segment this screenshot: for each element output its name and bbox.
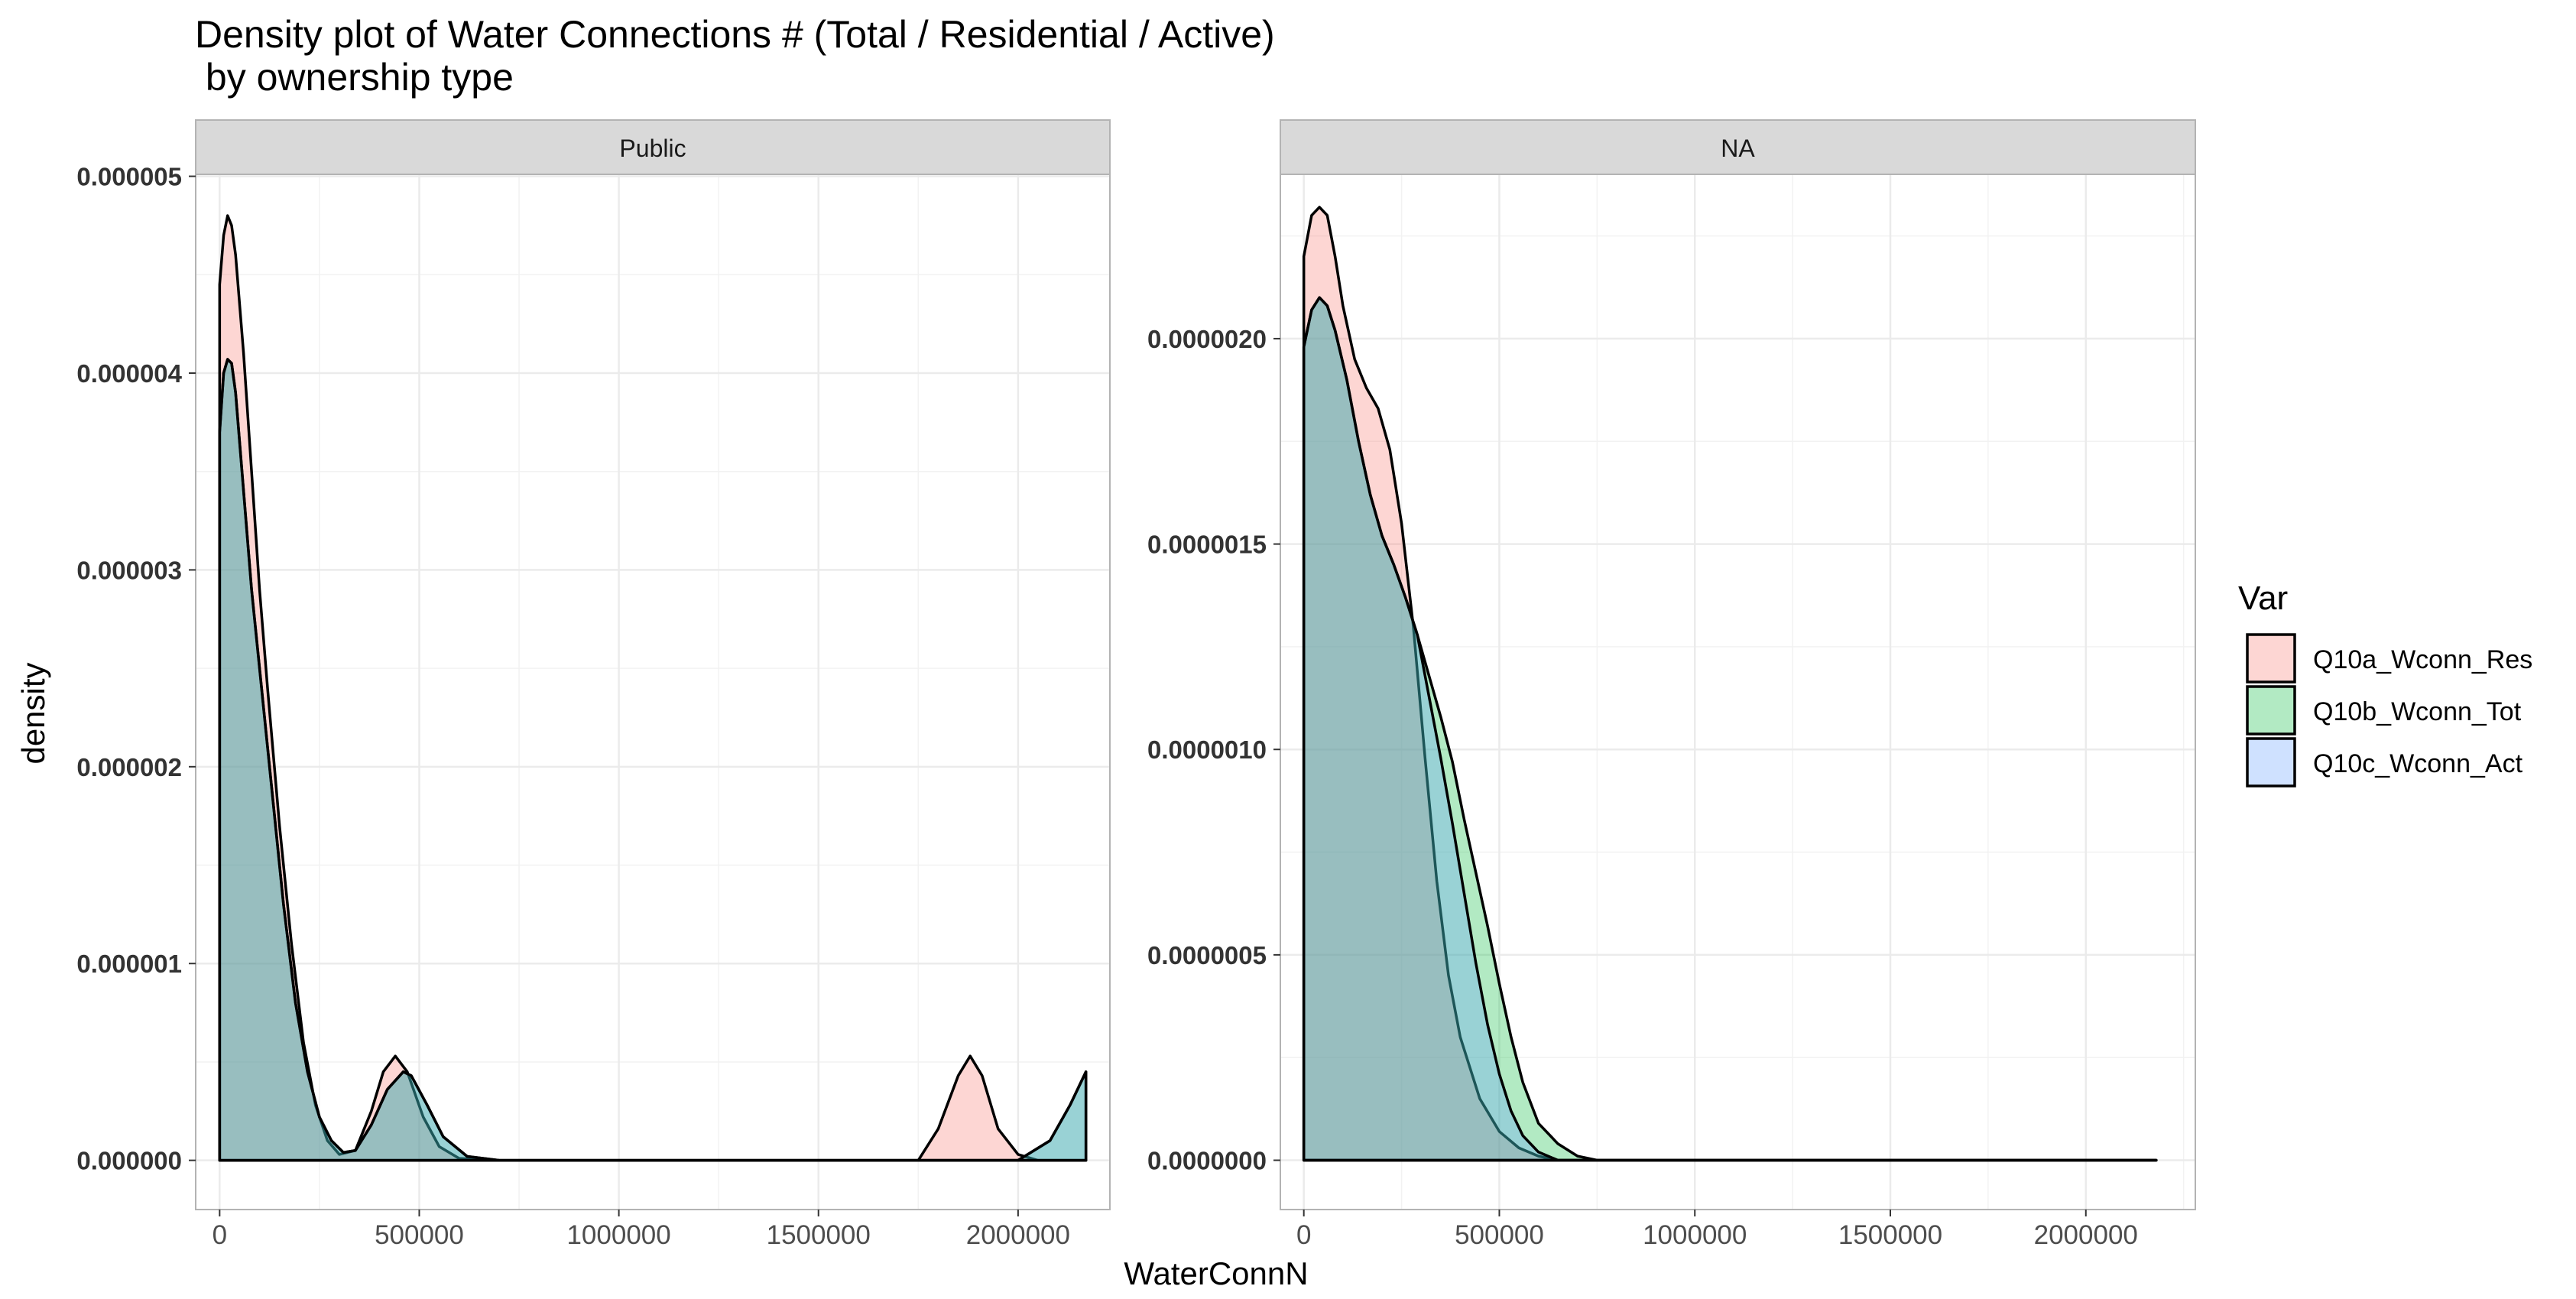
legend-label-q10b-wconn-tot: Q10b_Wconn_Tot: [2313, 697, 2522, 726]
facet-strip-label-na: NA: [1721, 135, 1755, 162]
y-tick-label: 0.000003: [76, 556, 182, 584]
legend-key-q10b-wconn-tot: [2246, 685, 2296, 736]
legend-key-q10a-wconn-res: [2246, 633, 2296, 684]
y-tick-label: 0.0000015: [1147, 531, 1267, 559]
x-tick-label: 2000000: [966, 1220, 1070, 1250]
y-axis-title: density: [15, 662, 51, 764]
density-area-q10c-wconn-act-na: [1302, 296, 2158, 1162]
x-tick-label: 1000000: [566, 1220, 670, 1250]
x-tick-label: 1500000: [1838, 1220, 1942, 1250]
y-tick-label: 0.0000020: [1147, 325, 1267, 353]
density-area-q10c-wconn-act-public: [218, 358, 1088, 1162]
panel-border-public: [195, 174, 1111, 1210]
x-tick-label: 2000000: [2034, 1220, 2138, 1250]
y-tick-label: 0.0000010: [1147, 736, 1267, 764]
facet-strip-public: [195, 119, 1111, 175]
legend-key-q10c-wconn-act: [2246, 737, 2296, 788]
facet-panel-na: NA 0.0000000 0.0000005 0.0000010 0.0000015 0.…: [1147, 119, 2196, 1250]
x-tick-label: 0: [213, 1220, 227, 1250]
y-tick-label: 0.000004: [76, 359, 182, 388]
panel-border-na: [1280, 174, 2196, 1210]
x-tick-label: 1500000: [767, 1220, 871, 1250]
legend-label-q10c-wconn-act: Q10c_Wconn_Act: [2313, 749, 2523, 778]
y-tick-label: 0.0000005: [1147, 941, 1267, 969]
y-tick-label: 0.000002: [76, 753, 182, 781]
chart-title-line-1: Density plot of Water Connections # (Tot…: [195, 13, 1275, 56]
x-axis-title: WaterConnN: [1124, 1255, 1308, 1291]
x-tick-label: 500000: [1455, 1220, 1544, 1250]
y-tick-label: 0.000001: [76, 950, 182, 978]
chart-title-line-2: by ownership type: [195, 56, 514, 99]
y-tick-label: 0.0000000: [1147, 1147, 1267, 1175]
legend-label-q10a-wconn-res: Q10a_Wconn_Res: [2313, 645, 2532, 674]
x-tick-label: 0: [1296, 1220, 1311, 1250]
y-tick-label: 0.000000: [76, 1147, 182, 1175]
x-tick-label: 500000: [375, 1220, 464, 1250]
legend: Var Q10a_Wconn_Res Q10b_Wconn_Tot Q10c_Wco…: [2238, 580, 2532, 788]
plot-background-public: [196, 174, 1110, 1210]
x-tick-label: 1000000: [1643, 1220, 1747, 1250]
legend-title: Var: [2238, 580, 2288, 617]
facet-panel-public: Public 0.000000 0.000001 0.000002 0.000003 0.…: [76, 119, 1111, 1250]
y-tick-label: 0.000005: [76, 163, 182, 191]
facet-strip-label-public: Public: [619, 135, 686, 162]
